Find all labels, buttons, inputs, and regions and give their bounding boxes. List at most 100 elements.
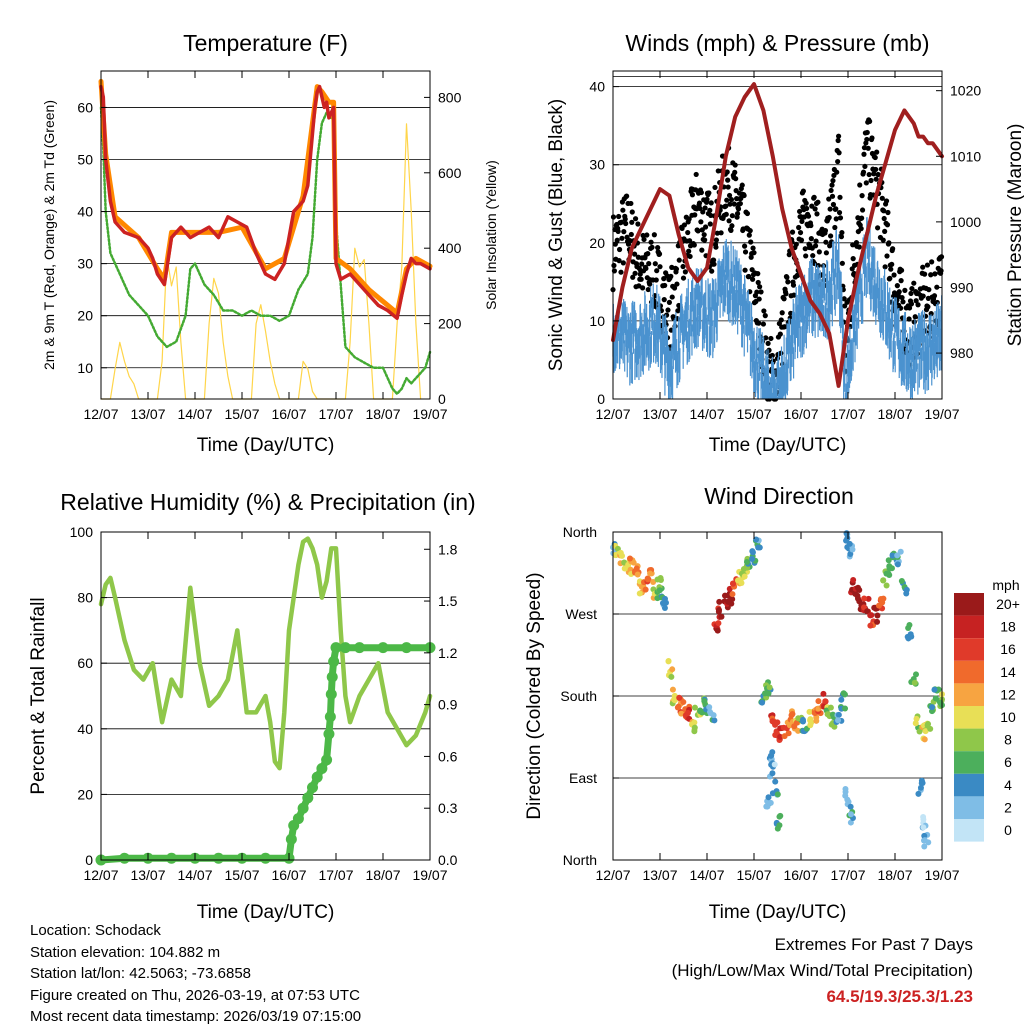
gust-point xyxy=(623,220,629,227)
gust-point xyxy=(859,193,865,199)
gust-point xyxy=(715,168,721,174)
direction-point xyxy=(772,731,779,738)
direction-point xyxy=(644,576,651,583)
gust-point xyxy=(769,352,775,359)
gust-point xyxy=(860,169,867,175)
gust-point xyxy=(797,229,804,236)
colorbar-label: 10 xyxy=(1000,709,1016,725)
colorbar-label: 4 xyxy=(1004,777,1012,793)
direction-point xyxy=(776,822,783,829)
gust-point xyxy=(813,238,819,244)
precipitation-point xyxy=(166,852,177,864)
colorbar-swatch xyxy=(954,683,984,706)
gust-point xyxy=(686,216,692,222)
temperature-xtick-label: 18/07 xyxy=(365,406,400,422)
gust-point xyxy=(791,292,797,298)
gust-point xyxy=(692,212,698,218)
direction-point xyxy=(725,598,732,605)
gust-point xyxy=(713,244,719,250)
gust-point xyxy=(839,229,845,236)
extremes-block: Extremes For Past 7 Days (High/Low/Max W… xyxy=(672,932,973,1010)
gust-point xyxy=(879,195,885,201)
gust-point xyxy=(647,281,653,287)
gust-point xyxy=(888,266,894,272)
gust-point xyxy=(708,212,714,219)
gust-point xyxy=(868,177,874,184)
gust-point xyxy=(827,243,833,249)
gust-point xyxy=(763,335,769,341)
direction-points xyxy=(610,529,945,850)
gust-point xyxy=(732,169,738,175)
gust-point xyxy=(793,241,799,247)
precipitation-point xyxy=(316,763,328,775)
gust-point xyxy=(726,218,732,224)
pressure-ytick-label: 1000 xyxy=(950,214,981,230)
direction-point xyxy=(894,561,901,568)
gust-point xyxy=(622,216,628,222)
gust-point xyxy=(812,206,818,212)
winds-xtick-label: 15/07 xyxy=(736,406,771,422)
gust-point xyxy=(811,194,817,200)
gust-point xyxy=(815,199,821,205)
gust-point xyxy=(737,200,743,207)
gust-point xyxy=(723,211,729,217)
gust-point xyxy=(834,169,840,175)
direction-point xyxy=(612,552,619,559)
gust-point xyxy=(704,196,710,202)
gust-point xyxy=(908,301,915,307)
direction-point xyxy=(767,752,774,759)
2m-temperature-line xyxy=(99,84,432,321)
gust-point xyxy=(666,299,673,306)
pressure-ytick-label: 1010 xyxy=(950,148,981,164)
direction-point xyxy=(921,736,928,743)
colorbar-swatch xyxy=(954,728,984,752)
temperature-xtick-label: 17/07 xyxy=(318,406,353,422)
gust-point xyxy=(680,263,686,270)
gust-point xyxy=(912,314,918,320)
temp-ytick-label: 40 xyxy=(77,204,93,220)
gust-point xyxy=(728,227,734,233)
gust-point xyxy=(911,319,917,325)
direction-point xyxy=(841,691,848,698)
precipitation-point xyxy=(325,688,337,700)
sonic-wind-band xyxy=(612,217,943,399)
direction-point xyxy=(861,595,868,602)
gust-point xyxy=(858,226,864,232)
dir-ytick-label: North xyxy=(563,852,597,868)
colorbar-swatch xyxy=(954,796,984,819)
gust-point xyxy=(627,237,633,244)
gust-point xyxy=(803,253,809,259)
dir-ytick-label: East xyxy=(569,770,597,786)
rh-ytick-label: 60 xyxy=(77,655,93,671)
precipitation-point xyxy=(401,642,412,654)
gust-point xyxy=(804,205,810,212)
gust-point xyxy=(744,210,751,217)
dir-ytick-label: West xyxy=(565,606,597,622)
gust-point xyxy=(726,192,733,199)
gust-point xyxy=(616,246,623,253)
gust-point xyxy=(816,249,822,255)
direction-point xyxy=(766,684,773,691)
dewpoint-line xyxy=(99,106,432,396)
winds-xtick-label: 12/07 xyxy=(595,406,630,422)
precipitation-point xyxy=(119,852,130,864)
direction-point xyxy=(707,710,714,717)
direction-point xyxy=(912,671,919,678)
gust-point xyxy=(915,302,921,308)
gust-point xyxy=(640,285,646,291)
gust-point xyxy=(784,274,790,280)
gust-point xyxy=(925,304,931,310)
direction-point xyxy=(842,705,849,712)
gust-point xyxy=(686,248,692,254)
direction-point xyxy=(920,824,927,831)
pressure-ytick-label: 990 xyxy=(950,279,974,295)
direction-point xyxy=(706,704,713,711)
direction-point xyxy=(749,555,756,562)
direction-point xyxy=(867,622,874,629)
gust-point xyxy=(629,219,635,225)
humidity-frame xyxy=(100,531,431,861)
direction-point xyxy=(661,604,668,611)
gust-point xyxy=(805,213,812,219)
temperature-xlabel: Time (Day/UTC) xyxy=(197,435,335,456)
